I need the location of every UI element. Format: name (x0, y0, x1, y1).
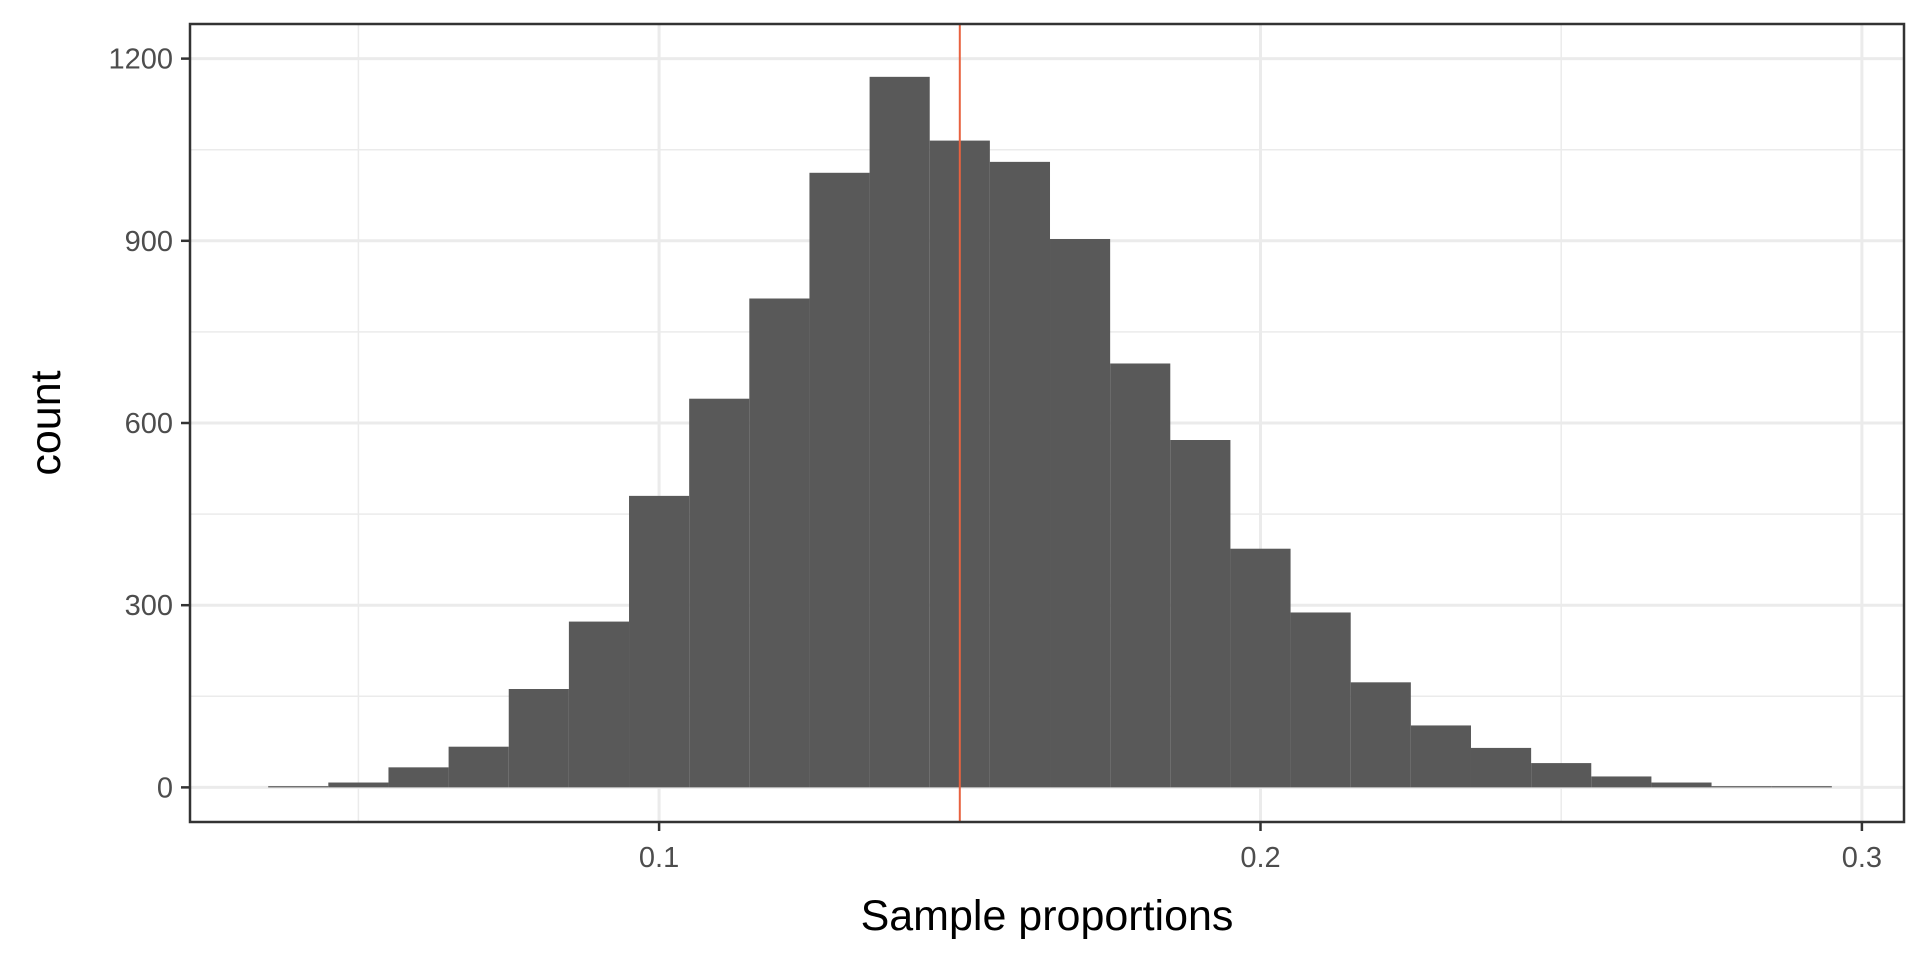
y-tick-label: 300 (125, 590, 173, 622)
histogram-bar (508, 689, 569, 788)
histogram-bar (1050, 238, 1111, 788)
histogram-bar (1170, 440, 1231, 788)
x-axis-title: Sample proportions (861, 892, 1234, 940)
histogram-bar (689, 398, 750, 788)
histogram-bar (629, 495, 690, 788)
histogram-bar (1771, 786, 1832, 788)
histogram-bar (1110, 363, 1171, 788)
histogram-bar (989, 161, 1051, 788)
histogram-bar (1470, 747, 1532, 788)
y-tick-label: 0 (157, 772, 173, 804)
y-tick-label: 900 (125, 226, 173, 258)
histogram-bar (869, 76, 930, 788)
histogram-bars (268, 76, 1832, 788)
histogram-bar (1651, 782, 1712, 788)
histogram-bar (448, 746, 509, 788)
x-tick-label: 0.3 (1842, 842, 1882, 874)
y-tick-label: 1200 (108, 44, 173, 76)
histogram-bar (1711, 786, 1772, 788)
x-tick-label: 0.1 (639, 842, 679, 874)
x-tick-label: 0.2 (1240, 842, 1280, 874)
histogram-bar (1591, 776, 1652, 788)
histogram-bar (1350, 682, 1411, 788)
histogram-bar (328, 782, 389, 788)
y-tick-label: 600 (125, 408, 173, 440)
histogram-bar (1531, 763, 1592, 788)
histogram-bar (809, 172, 870, 788)
histogram-bar (388, 767, 449, 788)
histogram-bar (1410, 725, 1471, 788)
histogram-bar (1230, 548, 1291, 788)
histogram-bar (749, 298, 810, 788)
histogram-bar (568, 621, 630, 788)
y-axis: 0 300 600 900 1200 (108, 44, 190, 804)
histogram-bar (268, 786, 329, 788)
x-axis: 0.1 0.2 0.3 (639, 822, 1882, 874)
y-axis-title: count (22, 370, 70, 475)
histogram-bar (1290, 612, 1351, 788)
